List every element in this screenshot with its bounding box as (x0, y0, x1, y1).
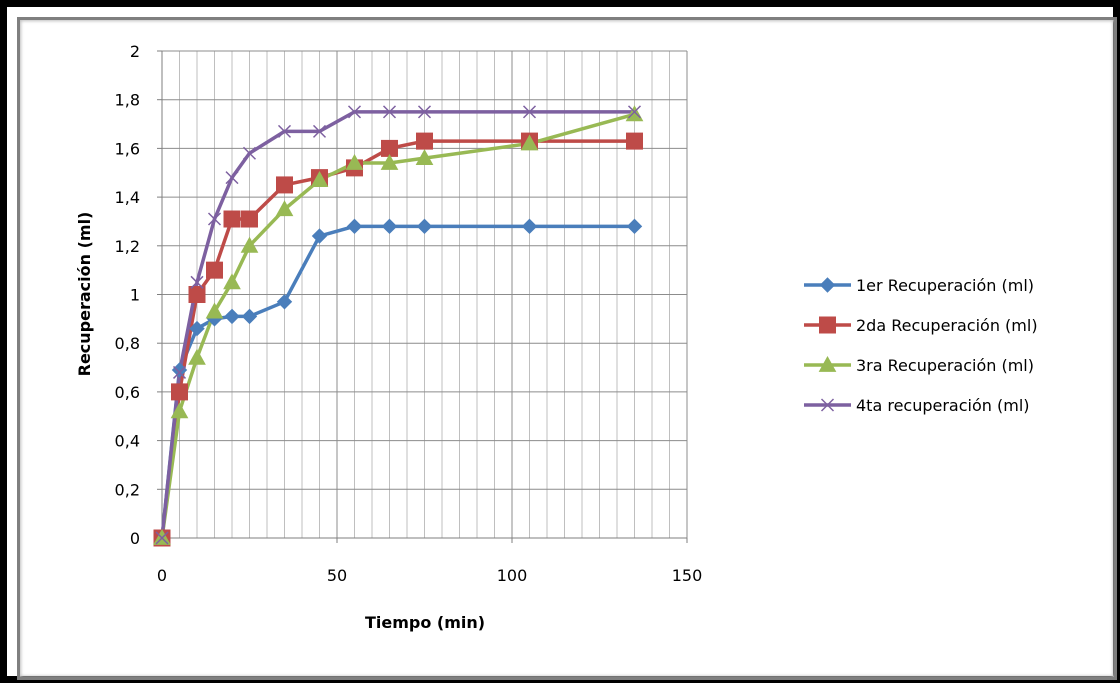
data-point-square (416, 132, 433, 150)
y-tick-label: 1,2 (115, 237, 140, 256)
data-point-x-stroke (207, 212, 222, 226)
y-tick-label: 0,8 (115, 334, 140, 353)
data-point-x-stroke (155, 531, 169, 545)
data-point-square (188, 286, 206, 303)
data-point-triangle (205, 302, 224, 319)
series-markers-4 (155, 105, 642, 545)
data-point-diamond (819, 277, 836, 293)
data-point-x (417, 105, 432, 119)
legend-label: 2da Recuperación (ml) (856, 316, 1038, 335)
y-tick-label: 2 (130, 42, 140, 61)
legend-label: 1er Recuperación (ml) (856, 276, 1034, 295)
legend-item-2: 2da Recuperación (ml) (804, 316, 1038, 335)
legend-label: 3ra Recuperación (ml) (856, 356, 1034, 375)
data-point-x-stroke (417, 105, 432, 119)
data-point-diamond (276, 294, 293, 310)
data-point-triangle (625, 105, 644, 122)
data-point-diamond (241, 308, 258, 325)
data-point-x-stroke (190, 275, 204, 289)
series-line-1 (160, 224, 635, 539)
y-axis-tick-labels: 0 0,2 0,4 0,6 0,8 1 1,2 1,4 1,6 1,8 2 (115, 42, 140, 548)
x-tick-label: 50 (327, 566, 347, 585)
legend-item-1: 1er Recuperación (ml) (804, 276, 1034, 295)
data-point-x (155, 531, 169, 545)
data-point-square (819, 316, 836, 334)
data-point-triangle (240, 236, 259, 253)
data-point-x (242, 146, 257, 160)
data-point-square (626, 132, 643, 150)
data-point-x (382, 105, 397, 119)
data-point-triangle (310, 171, 329, 187)
data-point-triangle (275, 200, 294, 217)
data-point-diamond (521, 218, 538, 235)
data-point-x-stroke (382, 105, 397, 119)
data-point-x (172, 365, 187, 379)
data-point-x-stroke (347, 105, 362, 119)
x-tick-label: 100 (497, 566, 528, 585)
data-point-x (277, 124, 292, 138)
data-point-x (347, 105, 362, 119)
series-markers-2 (153, 132, 643, 547)
legend-item-4: 4ta recuperación (ml) (804, 396, 1030, 415)
data-point-diamond (626, 218, 643, 235)
data-point-square (223, 210, 241, 228)
series-line-2 (160, 139, 635, 539)
data-point-diamond (311, 228, 328, 244)
x-tick-label: 150 (672, 566, 703, 585)
data-point-diamond (224, 308, 240, 325)
data-point-x (225, 171, 239, 185)
y-tick-label: 0 (130, 529, 140, 548)
y-tick-label: 1 (130, 286, 140, 305)
series-markers-3 (153, 105, 644, 545)
data-point-triangle (818, 355, 837, 372)
legend-label: 4ta recuperación (ml) (856, 396, 1030, 415)
data-point-x-stroke (820, 398, 835, 412)
legend-item-3: 3ra Recuperación (ml) (804, 355, 1034, 375)
data-point-diamond (346, 218, 363, 235)
data-point-triangle (223, 273, 241, 290)
data-point-x (627, 105, 642, 119)
data-point-triangle (170, 402, 189, 419)
y-tick-label: 0,4 (115, 432, 140, 451)
y-tick-label: 1,8 (115, 91, 140, 110)
data-point-x-stroke (225, 171, 239, 185)
x-axis-tick-labels: 0 50 100 150 (157, 566, 702, 585)
data-point-triangle (188, 348, 206, 365)
y-tick-label: 1,4 (115, 188, 140, 207)
data-point-x-stroke (522, 105, 537, 119)
data-point-triangle (415, 149, 434, 166)
y-tick-label: 0,2 (115, 480, 140, 499)
series-markers (153, 105, 644, 547)
x-tick-label: 0 (157, 566, 167, 585)
data-point-triangle (345, 153, 364, 170)
data-point-x-stroke (172, 365, 187, 379)
data-point-x (190, 275, 204, 289)
y-tick-label: 0,6 (115, 383, 140, 402)
data-point-x-stroke (627, 105, 642, 119)
data-point-x (522, 105, 537, 119)
data-point-x-stroke (312, 124, 327, 138)
y-axis-title: Recuperación (ml) (75, 212, 94, 377)
legend: 1er Recuperación (ml) 2da Recuperación (m… (804, 276, 1038, 415)
data-point-x-stroke (242, 146, 257, 160)
data-point-diamond (189, 320, 205, 337)
data-point-x (820, 398, 835, 412)
data-point-square (276, 176, 293, 194)
data-point-square (171, 383, 188, 401)
grid-lines (157, 50, 688, 543)
data-point-triangle (380, 153, 399, 170)
data-point-square (241, 210, 258, 228)
data-point-diamond (416, 218, 433, 235)
data-point-triangle (520, 134, 539, 151)
series-markers-1 (154, 218, 643, 546)
x-axis-title: Tiempo (min) (365, 613, 485, 632)
data-point-x-stroke (277, 124, 292, 138)
y-tick-label: 1,6 (115, 139, 140, 158)
data-point-x (312, 124, 327, 138)
data-point-square (206, 261, 223, 279)
data-point-x (207, 212, 222, 226)
data-point-diamond (381, 218, 398, 235)
chart-inner-border (17, 17, 1117, 680)
